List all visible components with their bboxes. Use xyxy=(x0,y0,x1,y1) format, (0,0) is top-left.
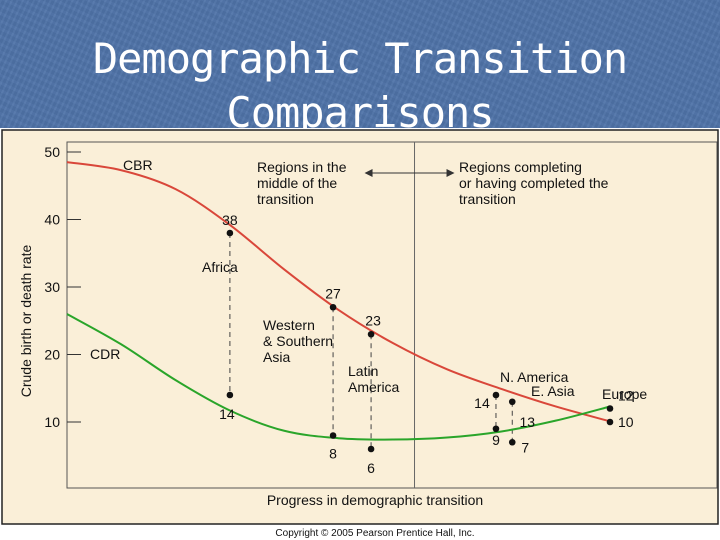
label-western-southern-asia-line-2: & Southern xyxy=(263,333,333,349)
phase-arrow-right-head xyxy=(446,169,455,177)
value-cbr-latin-america: 23 xyxy=(365,312,381,328)
label-middle-of-transition-line-1: Regions in the xyxy=(257,159,347,175)
label-western-southern-asia-line-1: Western xyxy=(263,317,315,333)
y-axis-label: Crude birth or death rate xyxy=(18,245,34,398)
label-completing-transition-line-3: transition xyxy=(459,191,516,207)
value-cbr-africa: 38 xyxy=(222,212,238,228)
value-cdr-latin-america: 6 xyxy=(367,460,375,476)
phase-arrow-left-head xyxy=(364,169,373,177)
slide-title: Demographic Transition Comparisons xyxy=(0,32,720,140)
value-labels: 38 14 27 8 23 6 14 9 13 7 10 12 xyxy=(219,212,634,476)
label-latin-america-line-2: America xyxy=(348,379,400,395)
value-cdr-africa: 14 xyxy=(219,406,235,422)
value-cbr-western-southern-asia: 27 xyxy=(325,285,341,301)
point-cdr-latin-america xyxy=(367,445,375,453)
x-axis-label: Progress in demographic transition xyxy=(267,492,483,508)
value-cdr-europe: 12 xyxy=(618,388,634,404)
y-tick-label-50: 50 xyxy=(44,144,60,160)
slide-title-line-1: Demographic Transition xyxy=(92,34,628,83)
demographic-transition-chart: 10 20 30 40 50 38 14 27 8 23 6 14 9 13 7 10 12 CBR CDR Re… xyxy=(1,129,719,539)
value-cdr-n-america: 9 xyxy=(492,432,500,448)
label-completing-transition-line-2: or having completed the xyxy=(459,175,609,191)
value-cdr-e-asia: 7 xyxy=(521,439,529,455)
y-tick-label-30: 30 xyxy=(44,279,60,295)
point-cbr-europe xyxy=(606,418,614,426)
label-latin-america-line-1: Latin xyxy=(348,363,378,379)
label-europe: Europe xyxy=(602,386,647,402)
y-axis: 10 20 30 40 50 xyxy=(44,144,81,430)
point-cdr-n-america xyxy=(492,425,500,433)
value-cbr-e-asia: 13 xyxy=(519,414,535,430)
label-cdr: CDR xyxy=(90,346,120,362)
label-middle-of-transition-line-2: middle of the xyxy=(257,175,337,191)
label-cbr: CBR xyxy=(123,157,153,173)
y-tick-label-40: 40 xyxy=(44,212,60,228)
point-cbr-e-asia xyxy=(508,398,516,406)
series-line-cdr xyxy=(66,313,611,441)
label-western-southern-asia-line-3: Asia xyxy=(263,349,290,365)
label-middle-of-transition-line-3: transition xyxy=(257,191,314,207)
point-cbr-n-america xyxy=(492,391,500,399)
label-completing-transition-line-1: Regions completing xyxy=(459,159,582,175)
y-tick-label-10: 10 xyxy=(44,414,60,430)
point-cdr-e-asia xyxy=(508,438,516,446)
region-points xyxy=(226,229,614,453)
point-cbr-africa xyxy=(226,229,234,237)
phase-divider xyxy=(364,142,455,488)
point-cdr-western-southern-asia xyxy=(329,432,337,439)
label-e-asia: E. Asia xyxy=(531,383,575,399)
region-leader-lines xyxy=(229,233,513,449)
point-cdr-europe xyxy=(606,405,614,412)
plot-area xyxy=(66,141,718,489)
value-cbr-n-america: 14 xyxy=(474,395,490,411)
value-cbr-europe: 10 xyxy=(618,414,634,430)
label-africa: Africa xyxy=(202,259,238,275)
value-cdr-western-southern-asia: 8 xyxy=(329,446,337,462)
point-cdr-africa xyxy=(226,391,234,399)
y-tick-label-20: 20 xyxy=(44,347,60,363)
figure-panel: 10 20 30 40 50 38 14 27 8 23 6 14 9 13 7 10 12 CBR CDR Re… xyxy=(0,128,720,540)
point-cbr-western-southern-asia xyxy=(329,303,337,311)
label-n-america: N. America xyxy=(500,369,569,385)
copyright: Copyright © 2005 Pearson Prentice Hall, … xyxy=(275,528,474,539)
point-cbr-latin-america xyxy=(367,330,375,338)
